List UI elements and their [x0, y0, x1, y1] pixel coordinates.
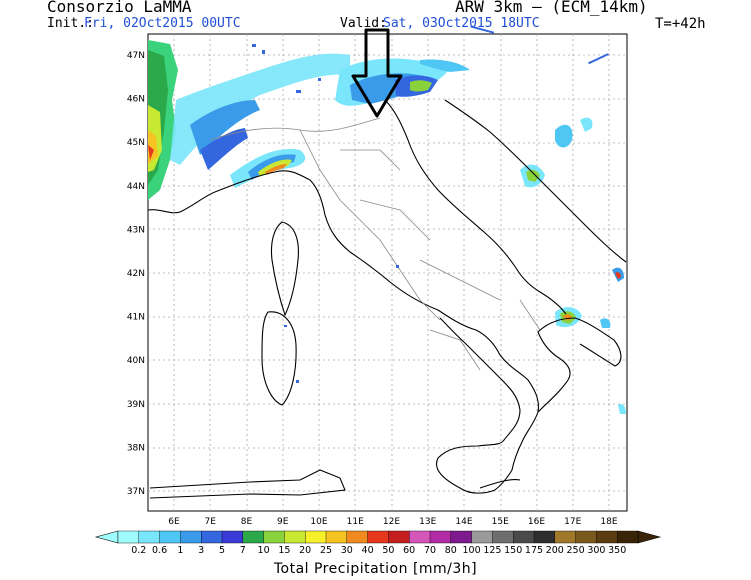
- model-label: ARW 3km – (ECM_14km): [455, 0, 648, 16]
- colorbar-label: 5: [219, 545, 225, 556]
- colorbar-swatch: [221, 530, 244, 544]
- lat-tick-label: 37N: [127, 487, 145, 497]
- colorbar-swatch: [159, 530, 181, 544]
- init-value: Fri, 02Oct2015 00UTC: [84, 16, 241, 31]
- colorbar-label: 25: [320, 545, 332, 556]
- colorbar-label: 30: [341, 545, 353, 556]
- lon-tick-label: 10E: [310, 517, 327, 527]
- colorbar-label: 3: [198, 545, 204, 556]
- colorbar-swatch: [346, 530, 369, 544]
- colorbar-swatch: [200, 530, 223, 544]
- colorbar-swatch: [450, 530, 473, 544]
- lat-tick-label: 44N: [127, 182, 145, 192]
- colorbar-label: 15: [278, 545, 290, 556]
- colorbar-label: 50: [382, 545, 394, 556]
- down-arrow-icon: [351, 28, 403, 118]
- precip-speckles: [252, 25, 609, 383]
- colorbar-label: 0.2: [131, 545, 146, 556]
- colorbar-label: 150: [504, 545, 522, 556]
- colorbar-min-arrow: [94, 530, 119, 544]
- colorbar-swatch: [180, 530, 202, 544]
- organization-title: Consorzio LaMMA: [47, 0, 192, 16]
- precipitation-colorbar: [94, 530, 662, 544]
- colorbar-label: 200: [546, 545, 564, 556]
- region-borders: [209, 117, 541, 371]
- lat-tick-label: 41N: [127, 313, 145, 323]
- lat-tick-label: 38N: [127, 443, 145, 453]
- lon-tick-label: 13E: [419, 517, 436, 527]
- precipitation-field: [148, 40, 626, 414]
- lon-tick-label: 17E: [564, 517, 581, 527]
- colorbar-swatch: [513, 530, 535, 544]
- lon-tick-label: 16E: [528, 517, 545, 527]
- colorbar-label: 250: [567, 545, 585, 556]
- valid-value: Sat, 03Oct2015 18UTC: [383, 16, 540, 31]
- colorbar-swatch: [575, 530, 597, 544]
- lat-tick-label: 45N: [127, 138, 145, 148]
- longitude-axis: 6E 7E 8E 9E 10E 11E 12E 13E 14E 15E 16E 17E 18E: [168, 517, 618, 527]
- colorbar-swatch: [138, 530, 161, 544]
- colorbar-swatch: [388, 530, 410, 544]
- colorbar-label: 60: [403, 545, 415, 556]
- colorbar-label: 350: [608, 545, 626, 556]
- colorbar-title: Total Precipitation [mm/3h]: [273, 561, 478, 577]
- colorbar-swatch: [617, 530, 639, 544]
- latitude-axis: 47N 46N 45N 44N 43N 42N 41N 40N 39N 38N 37N: [127, 51, 145, 497]
- lat-tick-label: 47N: [127, 51, 145, 61]
- colorbar-swatch: [554, 530, 577, 544]
- colorbar-swatch: [325, 530, 348, 544]
- colorbar-label: 20: [299, 545, 311, 556]
- coastlines: [147, 99, 627, 499]
- colorbar-swatch: [117, 530, 140, 544]
- colorbar-label: 125: [483, 545, 501, 556]
- colorbar-swatch: [471, 530, 493, 544]
- colorbar-label: 300: [587, 545, 605, 556]
- lon-tick-label: 6E: [168, 517, 180, 527]
- lon-tick-label: 11E: [347, 517, 364, 527]
- valid-label: Valid:: [340, 16, 387, 31]
- lon-tick-label: 12E: [383, 517, 400, 527]
- colorbar-swatch: [242, 530, 265, 544]
- colorbar-label: 10: [258, 545, 270, 556]
- colorbar-swatch: [367, 530, 389, 544]
- colorbar-label: 1: [177, 545, 183, 556]
- lon-tick-label: 8E: [241, 517, 253, 527]
- colorbar-swatch: [429, 530, 452, 544]
- lat-tick-label: 46N: [127, 95, 145, 105]
- colorbar-swatch: [305, 530, 327, 544]
- lat-tick-label: 40N: [127, 356, 145, 366]
- colorbar-label: 80: [445, 545, 457, 556]
- colorbar-swatch: [492, 530, 514, 544]
- lon-tick-label: 14E: [455, 517, 472, 527]
- lon-tick-label: 7E: [205, 517, 217, 527]
- colorbar-label: 70: [424, 545, 436, 556]
- colorbar-swatch: [263, 530, 285, 544]
- lat-tick-label: 42N: [127, 269, 145, 279]
- init-label: Init.:: [47, 16, 94, 31]
- colorbar-label: 0.6: [152, 545, 167, 556]
- colorbar-labels: 0.2 0.6 1 3 5 7 10 15 20 25 30 40 50 60 70 80 100 125 150 1…: [131, 545, 626, 556]
- colorbar-max-arrow: [637, 530, 662, 544]
- colorbar-swatch: [284, 530, 306, 544]
- forecast-step: T=+42h: [655, 16, 706, 32]
- colorbar-swatch: [409, 530, 431, 544]
- lon-tick-label: 9E: [277, 517, 289, 527]
- colorbar-label: 7: [240, 545, 246, 556]
- lon-tick-label: 18E: [600, 517, 617, 527]
- lon-tick-label: 15E: [492, 517, 509, 527]
- colorbar-label: 40: [362, 545, 374, 556]
- lat-tick-label: 43N: [127, 225, 145, 235]
- colorbar-swatch: [596, 530, 618, 544]
- colorbar-label: 175: [525, 545, 543, 556]
- lat-tick-label: 39N: [127, 400, 145, 410]
- colorbar-label: 100: [463, 545, 481, 556]
- colorbar-swatch: [533, 530, 556, 544]
